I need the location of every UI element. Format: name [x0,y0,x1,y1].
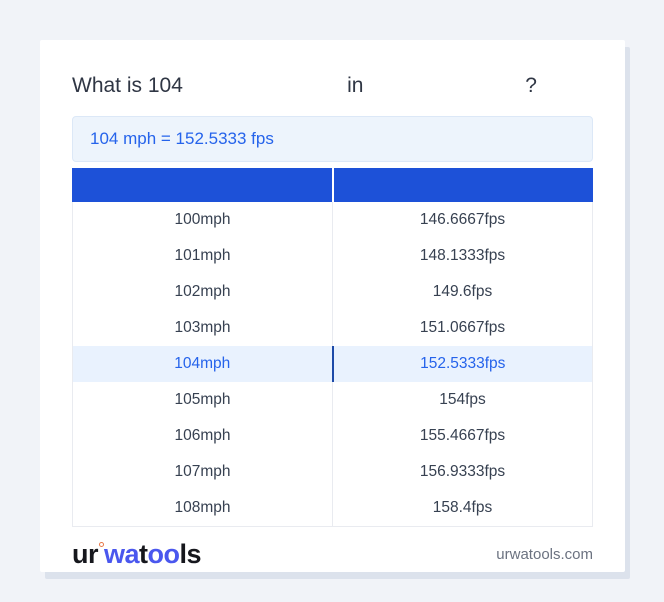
question-text-connector: in [347,74,364,97]
table-header-to [334,168,594,202]
website-url: urwatools.com [496,545,593,563]
table-cell-fps: 154fps [439,391,486,408]
table-cell-mph: 107mph [73,454,333,490]
table-cell-mph: 105mph [73,382,333,418]
logo-segment-blue-2: oo [147,538,181,569]
table-cell-mph: 101mph [73,238,333,274]
unit-from-dropdown[interactable] [197,71,287,101]
table-cell-fps: 148.1333fps [419,247,506,264]
table-row: 105mph 154fps [73,382,592,418]
question-heading: What is 104 in ? [72,71,593,101]
table-cell-fps: 156.9333fps [419,463,506,480]
logo-segment-blue-1: wa [104,538,140,569]
table-row: 102mph 149.6fps [73,274,592,310]
table-row: 107mph 156.9333fps [73,454,592,490]
table-row: 106mph 155.4667fps [73,418,592,454]
table-row: 103mph 151.0667fps [73,310,592,346]
table-cell-mph: 106mph [73,418,333,454]
table-header-from [72,168,334,202]
converter-card: What is 104 in ? 104 mph = 152.5333 fps … [40,40,625,572]
table-cell-mph: 104mph [73,346,334,382]
conversion-table: 100mph 146.6667fps 101mph 148.1333fps 10… [72,168,593,527]
card-footer: ur watools urwatools.com [72,535,593,573]
table-cell-fps: 151.0667fps [419,319,506,336]
table-cell-fps: 149.6fps [432,283,493,300]
logo-segment-dark-2: t [139,538,148,569]
site-logo[interactable]: ur watools [72,538,202,569]
logo-ring-icon [99,541,104,547]
table-row: 108mph 158.4fps [73,490,592,526]
table-cell-mph: 102mph [73,274,333,310]
table-body: 100mph 146.6667fps 101mph 148.1333fps 10… [72,202,593,527]
table-row: 104mph 152.5333fps [73,346,592,382]
table-cell-mph: 103mph [73,310,333,346]
table-cell-fps: 146.6667fps [419,211,506,228]
table-cell-mph: 100mph [73,202,333,238]
conversion-result-text: 104 mph = 152.5333 fps [90,129,274,148]
conversion-result: 104 mph = 152.5333 fps [72,116,593,162]
table-cell-fps: 155.4667fps [419,427,506,444]
table-cell-mph: 108mph [73,490,333,526]
question-text-suffix: ? [525,74,537,97]
unit-to-dropdown[interactable] [385,71,475,101]
table-header-row [72,168,593,202]
question-text-prefix: What is 104 [72,74,183,97]
table-row: 100mph 146.6667fps [73,202,592,238]
table-row: 101mph 148.1333fps [73,238,592,274]
logo-segment-dark-1: ur [72,538,99,569]
table-cell-fps: 152.5333fps [420,355,506,372]
logo-segment-dark-3: ls [179,538,202,569]
table-cell-fps: 158.4fps [432,499,493,516]
